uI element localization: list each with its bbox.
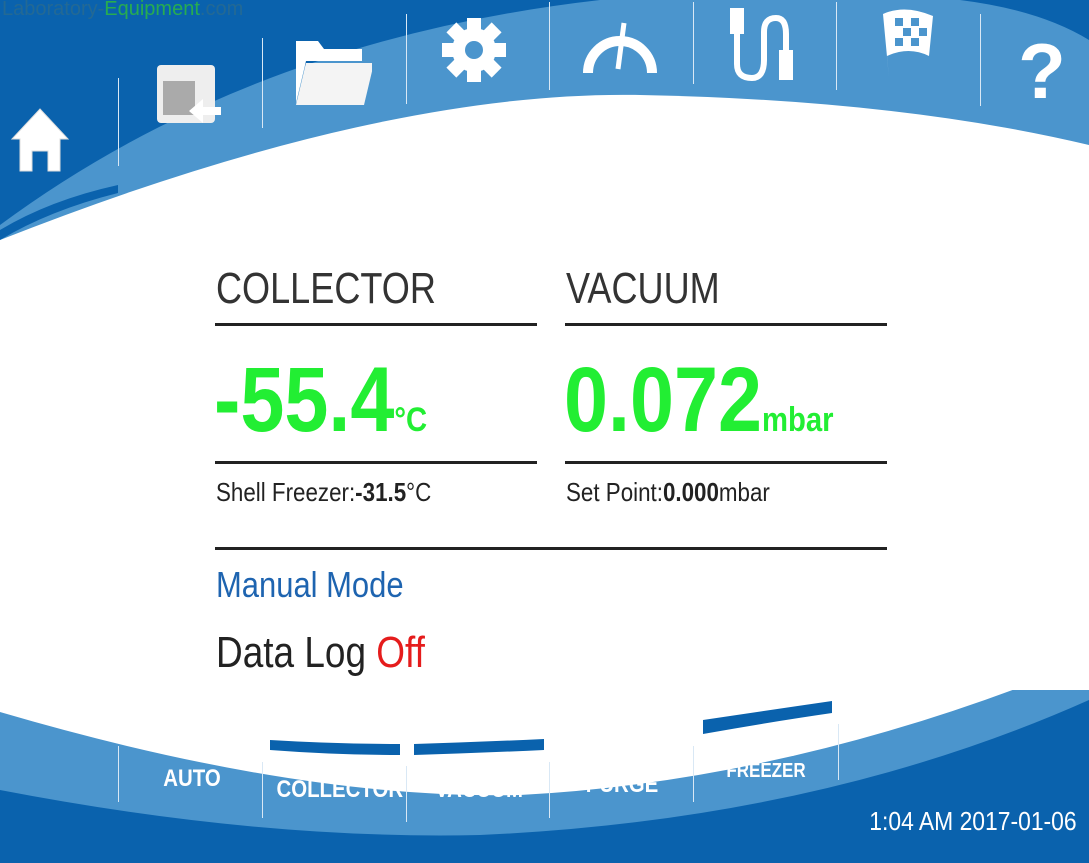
gear-icon: [442, 18, 506, 82]
watermark-text: Equipment: [104, 0, 200, 20]
checkered-flag-icon: [883, 9, 933, 79]
set-point-value: 0.000: [662, 477, 719, 507]
divider: [565, 323, 887, 326]
help-button[interactable]: ?: [1002, 28, 1082, 108]
watermark: Laboratory-Equipment.com: [2, 0, 243, 21]
shell-freezer-active-indicator: [703, 701, 832, 734]
mode-status: Manual Mode: [216, 564, 404, 605]
log-import-icon: [157, 65, 221, 123]
divider: [215, 547, 887, 550]
divider: [118, 746, 119, 802]
watermark-text: Laboratory-: [2, 0, 105, 20]
shell-freezer-reading: Shell Freezer:-31.5°C: [216, 477, 431, 508]
divider: [215, 323, 537, 326]
folder-button[interactable]: [292, 30, 372, 110]
tab-label: SHELL: [738, 739, 794, 761]
vacuum-value: 0.072: [564, 349, 763, 451]
finish-button[interactable]: [868, 4, 948, 84]
data-log-label: Data Log: [216, 628, 367, 677]
settings-button[interactable]: [434, 10, 514, 90]
divider: [980, 14, 981, 106]
home-icon: [10, 108, 70, 172]
divider: [693, 746, 694, 802]
tab-collector[interactable]: COLLECTOR: [276, 776, 404, 803]
shell-freezer-value: -31.5: [355, 477, 407, 507]
divider: [838, 724, 839, 780]
shell-freezer-unit: °C: [406, 477, 432, 507]
folder-icon: [296, 41, 372, 105]
help-icon: ?: [1018, 28, 1066, 108]
divider: [549, 2, 550, 90]
usb-button[interactable]: [722, 4, 802, 84]
collector-unit: °C: [394, 401, 428, 439]
clock: 1:04 AM 2017-01-06: [869, 806, 1077, 836]
divider: [693, 2, 694, 84]
tab-shell-freezer[interactable]: SHELL FREEZER: [707, 740, 824, 782]
set-point-label: Set Point:: [566, 477, 663, 507]
set-point-unit: mbar: [718, 477, 770, 507]
vacuum-unit: mbar: [762, 401, 834, 439]
gauge-icon: [583, 22, 657, 74]
collector-active-indicator: [270, 740, 400, 755]
tab-vacuum[interactable]: VACUUM: [434, 776, 524, 803]
vacuum-title: VACUUM: [566, 264, 720, 313]
log-import-button[interactable]: [146, 55, 226, 135]
vacuum-active-indicator: [414, 739, 544, 755]
divider: [565, 461, 887, 464]
home-active-indicator: [0, 185, 118, 240]
svg-text:?: ?: [1018, 28, 1066, 108]
data-log-status: Data Log Off: [216, 628, 425, 678]
collector-reading: -55.4°C: [214, 348, 427, 453]
tab-purge[interactable]: PURGE: [585, 771, 659, 798]
vacuum-reading: 0.072mbar: [564, 348, 834, 453]
divider: [406, 766, 407, 822]
tab-label: FREEZER: [726, 760, 806, 782]
collector-value: -55.4: [214, 349, 395, 451]
home-button[interactable]: [0, 100, 80, 180]
collector-title: COLLECTOR: [216, 264, 436, 313]
divider: [549, 762, 550, 818]
usb-cable-icon: [730, 8, 793, 82]
watermark-text: .com: [199, 0, 244, 20]
divider: [406, 14, 407, 104]
tab-auto[interactable]: AUTO: [163, 765, 221, 792]
gauge-button[interactable]: [580, 4, 660, 84]
data-log-value: Off: [376, 628, 425, 677]
divider: [262, 38, 263, 128]
set-point-reading: Set Point:0.000mbar: [566, 477, 770, 508]
shell-freezer-label: Shell Freezer:: [216, 477, 356, 507]
divider: [262, 762, 263, 818]
divider: [118, 78, 119, 166]
divider: [836, 2, 837, 90]
divider: [215, 461, 537, 464]
